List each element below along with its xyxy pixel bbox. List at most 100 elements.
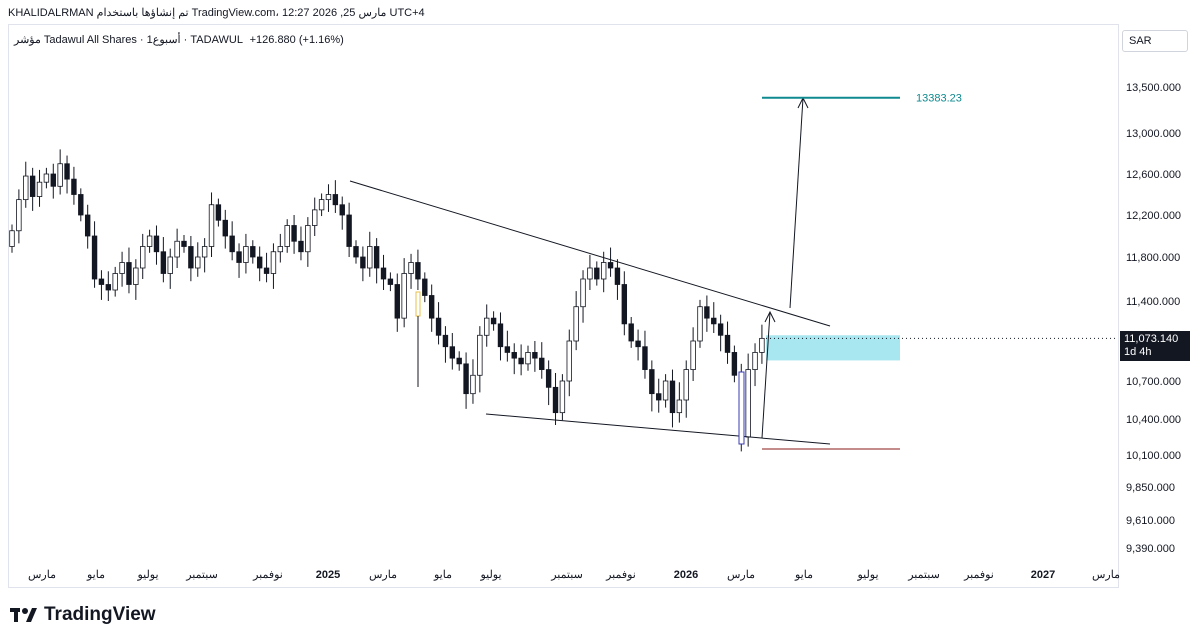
y-tick-label: 11,400.000 [1126,296,1180,308]
candle-body [587,267,593,280]
y-tick-label: 12,200.000 [1126,210,1181,222]
bar-countdown: 1d 4h [1124,346,1152,358]
candle-body [312,209,318,226]
candle-body [353,246,359,258]
candle-body [470,374,476,395]
candle-body [731,352,738,376]
candle-body [119,262,125,274]
x-tick-label: مايو [433,569,452,581]
candle-body [580,278,586,308]
chart-frame [8,24,1119,588]
candle-body [64,163,70,180]
candle-body [394,284,400,319]
candle-body [236,251,242,263]
candle-body [642,346,648,370]
candle-body [318,199,325,211]
y-tick-label: 10,100.000 [1126,450,1181,462]
x-tick-label: مايو [86,569,105,581]
candle-body [339,204,345,216]
candle-body [614,267,621,285]
candle-body [84,214,91,237]
candle-body [745,369,751,438]
x-tick-label: مايو [794,569,813,581]
candle-body [360,256,366,269]
y-tick-label: 11,800.000 [1126,252,1180,264]
candle-body [600,262,607,280]
candle-body [484,317,490,336]
candle-body [98,278,105,285]
tradingview-brand[interactable]: TradingView [10,604,156,626]
candle-body [401,273,407,319]
candle-body [195,256,201,269]
candle-body [662,380,669,401]
candle-body [325,194,332,201]
candle-body [697,306,703,342]
x-tick-label: يوليو [479,569,501,581]
candle-body [676,399,683,414]
candle-body [759,337,765,353]
candle-body [188,246,194,269]
candle-body [222,219,228,237]
currency-selector[interactable]: SAR [1122,30,1188,52]
candle-body [284,225,290,247]
target-arrow [789,97,804,309]
candle-body [332,194,339,206]
candle-body [456,357,462,365]
buy-zone [766,335,900,361]
x-tick-label: يوليو [856,569,878,581]
price-change: +126.880 (+1.16%) [249,34,344,46]
brand-name: TradingView [44,604,156,625]
candle-body [539,357,545,370]
candle-body [29,175,36,197]
candle-body [133,267,139,285]
candle-body [181,240,187,247]
candle-body [717,323,724,336]
y-tick-label: 13,000.000 [1126,128,1181,140]
candle-body [428,295,435,319]
candle-body [167,256,173,274]
candle-body [160,251,167,274]
y-tick-label: 9,850.000 [1126,482,1175,494]
tradingview-logo-icon [10,608,37,622]
y-tick-label: 12,600.000 [1126,169,1181,181]
x-tick-label: 2026 [674,569,698,581]
candle-body [112,273,118,291]
candle-body [367,246,373,269]
candle-body [422,278,428,296]
candle-body [711,317,717,325]
candle-body [552,386,559,414]
attribution-line: KHALIDALRMAN تم إنشاؤها باستخدام Trading… [8,7,425,19]
candle-body [690,340,696,370]
candle-body [566,340,572,382]
candle-body [250,246,256,258]
y-tick-label: 9,390.000 [1126,543,1175,555]
candle-body [9,230,15,247]
candle-body [635,340,641,348]
last-price-tag: 11,073.140 1d 4h [1120,331,1190,361]
candle-body [16,199,22,232]
candle-body [71,178,77,195]
candle-body [408,262,414,274]
symbol-name[interactable]: مؤشر Tadawul All Shares · 1أسبوع · TADAW… [14,34,243,46]
x-tick-label: سبتمبر [907,569,940,581]
x-tick-label: نوفمبر [605,569,636,581]
last-price-value: 11,073.140 [1124,333,1179,345]
candle-body [229,235,235,253]
candle-body [573,306,579,342]
candle-body [305,225,311,253]
candle-body [387,278,394,285]
candle-body [208,204,215,247]
candle-body [525,352,531,365]
candle-body [215,204,222,221]
candle-body [126,262,132,285]
candle-body [105,284,112,291]
upper-trendline [349,180,831,327]
candle-body [594,267,600,280]
candle-body [373,246,380,269]
x-tick-label: 2027 [1031,569,1055,581]
x-tick-label: سبتمبر [550,569,583,581]
candle-body [270,251,277,274]
x-tick-label: مارس [28,569,56,581]
y-tick-label: 9,610.000 [1126,515,1175,527]
